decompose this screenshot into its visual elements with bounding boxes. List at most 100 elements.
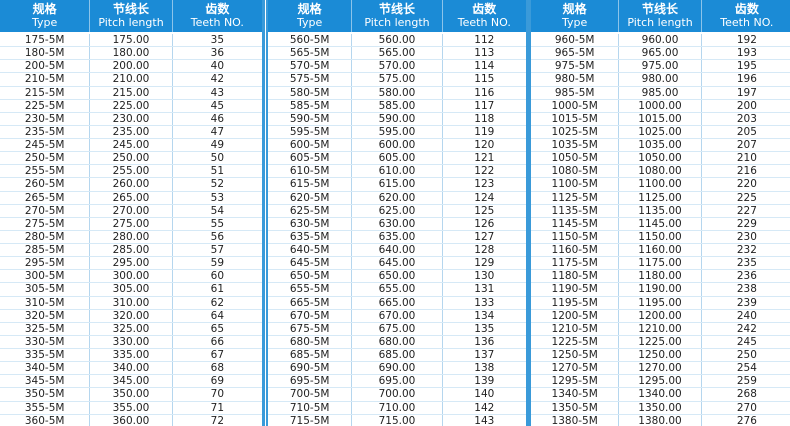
pitch-length-cell: 615.00: [352, 178, 443, 191]
teeth-cell: 205: [736, 125, 757, 138]
teeth-cell: 235: [736, 257, 757, 270]
type-cell: 575-5M: [268, 73, 353, 86]
type-cell: 1295-5M: [531, 375, 620, 388]
type-cell: 985-5M: [531, 86, 620, 99]
type-cell: 270-5M: [0, 204, 91, 217]
pitch-length-cell: 715.00: [352, 414, 443, 426]
table-row: 715-5M 715.00 143: [268, 414, 526, 426]
table-row: 175-5M 175.00 35: [0, 34, 262, 48]
table-row: 645-5M 645.00 129: [268, 257, 526, 271]
type-header-en: Type: [562, 16, 588, 29]
pitch-length-cell: 1250.00: [619, 349, 702, 362]
type-cell: 975-5M: [531, 60, 620, 73]
table-row: 325-5M 325.00 65: [0, 322, 262, 336]
type-cell: 215-5M: [0, 86, 91, 99]
type-cell: 250-5M: [0, 152, 91, 165]
type-cell: 700-5M: [268, 388, 353, 401]
table-row: 1035-5M 1035.00 207: [531, 139, 790, 153]
type-cell: 605-5M: [268, 152, 353, 165]
table-row: 595-5M 595.00 119: [268, 125, 526, 139]
type-cell: 620-5M: [268, 191, 353, 204]
type-cell: 255-5M: [0, 165, 91, 178]
table-row: 615-5M 615.00 123: [268, 178, 526, 192]
pitch-length-cell: 670.00: [352, 309, 443, 322]
table-row: 695-5M 695.00 139: [268, 375, 526, 389]
type-cell: 1015-5M: [531, 112, 620, 125]
pitch-length-cell: 1125.00: [619, 191, 702, 204]
type-cell: 1340-5M: [531, 388, 620, 401]
pitch-length-header-zh: 节线长: [378, 2, 415, 16]
type-cell: 1145-5M: [531, 217, 620, 230]
pitch-length-cell: 985.00: [619, 86, 702, 99]
pitch-length-cell: 640.00: [352, 244, 443, 257]
pitch-length-cell: 1135.00: [619, 204, 702, 217]
type-cell: 1135-5M: [531, 204, 620, 217]
pitch-length-cell: 255.00: [90, 165, 173, 178]
pitch-length-cell: 1350.00: [619, 401, 702, 414]
pitch-length-cell: 655.00: [352, 283, 443, 296]
type-cell: 695-5M: [268, 375, 353, 388]
pitch-length-header: 节线长 Pitch length: [90, 0, 173, 32]
type-header-en: Type: [297, 16, 323, 29]
table-row: 305-5M 305.00 61: [0, 283, 262, 297]
pitch-length-cell: 230.00: [90, 112, 173, 125]
table-row: 960-5M 960.00 192: [531, 34, 790, 48]
teeth-cell: 113: [474, 47, 495, 60]
teeth-cell: 135: [474, 322, 495, 335]
teeth-cell: 68: [210, 362, 225, 375]
pitch-length-cell: 590.00: [352, 112, 443, 125]
pitch-length-cell: 565.00: [352, 47, 443, 60]
type-cell: 275-5M: [0, 217, 91, 230]
pitch-length-cell: 210.00: [90, 73, 173, 86]
pitch-length-cell: 1340.00: [619, 388, 702, 401]
teeth-cell: 59: [210, 257, 225, 270]
type-cell: 565-5M: [268, 47, 353, 60]
teeth-cell: 227: [736, 204, 757, 217]
type-cell: 360-5M: [0, 414, 91, 426]
table-row: 255-5M 255.00 51: [0, 165, 262, 179]
teeth-header: 齿数 Teeth NO.: [173, 0, 262, 32]
pitch-length-cell: 1100.00: [619, 178, 702, 191]
teeth-header-zh: 齿数: [205, 2, 230, 16]
teeth-cell: 45: [210, 99, 225, 112]
teeth-cell: 47: [210, 125, 225, 138]
teeth-cell: 117: [474, 99, 495, 112]
teeth-cell: 56: [210, 230, 225, 243]
teeth-cell: 35: [210, 34, 225, 46]
type-cell: 330-5M: [0, 335, 91, 348]
type-cell: 345-5M: [0, 375, 91, 388]
type-cell: 1025-5M: [531, 125, 620, 138]
type-cell: 1195-5M: [531, 296, 620, 309]
pitch-length-cell: 580.00: [352, 86, 443, 99]
table-row: 1150-5M 1150.00 230: [531, 230, 790, 244]
table-row: 710-5M 710.00 142: [268, 401, 526, 415]
teeth-header-en: Teeth NO.: [457, 16, 511, 29]
teeth-header-en: Teeth NO.: [190, 16, 244, 29]
teeth-cell: 124: [474, 191, 495, 204]
pitch-length-cell: 1015.00: [619, 112, 702, 125]
pitch-length-cell: 215.00: [90, 86, 173, 99]
pitch-length-cell: 200.00: [90, 60, 173, 73]
table-row: 210-5M 210.00 42: [0, 73, 262, 87]
table-row: 285-5M 285.00 57: [0, 244, 262, 258]
type-cell: 980-5M: [531, 73, 620, 86]
pitch-length-cell: 645.00: [352, 257, 443, 270]
table-row: 355-5M 355.00 71: [0, 401, 262, 415]
type-cell: 1380-5M: [531, 414, 620, 426]
type-cell: 1000-5M: [531, 99, 620, 112]
type-cell: 670-5M: [268, 309, 353, 322]
table-row: 1190-5M 1190.00 238: [531, 283, 790, 297]
pitch-length-header-en: Pitch length: [98, 16, 164, 29]
pitch-length-cell: 690.00: [352, 362, 443, 375]
table-row: 985-5M 985.00 197: [531, 86, 790, 100]
type-cell: 230-5M: [0, 112, 91, 125]
pitch-length-cell: 685.00: [352, 349, 443, 362]
teeth-cell: 200: [736, 99, 757, 112]
teeth-cell: 57: [210, 244, 225, 256]
teeth-cell: 236: [736, 270, 757, 283]
pitch-length-cell: 675.00: [352, 322, 443, 335]
pitch-length-cell: 1195.00: [619, 296, 702, 309]
pitch-length-cell: 595.00: [352, 125, 443, 138]
type-cell: 1350-5M: [531, 401, 620, 414]
table-row: 580-5M 580.00 116: [268, 86, 526, 100]
